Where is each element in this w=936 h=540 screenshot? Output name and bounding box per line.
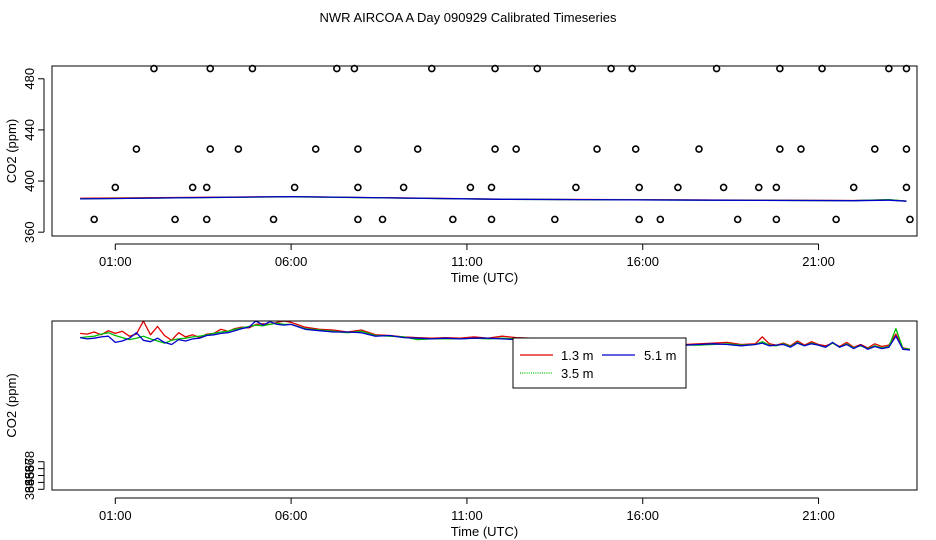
calibration-point <box>90 215 98 224</box>
calibration-point <box>832 215 840 224</box>
calibration-point <box>902 145 911 153</box>
calibration-point <box>512 145 520 153</box>
y-tick-label: 365 <box>22 472 37 494</box>
bottom-x-axis-label: Time (UTC) <box>451 524 518 539</box>
calibration-point <box>269 215 278 224</box>
legend-label-3-5m: 3.5 m <box>561 366 594 381</box>
y-tick-label: 367 <box>22 458 37 480</box>
panel-top: 01:00 06:00 11:00 16:00 21:00 360 400 440 480 T… <box>4 64 918 285</box>
y-tick-label: 480 <box>22 68 37 90</box>
calibration-point <box>635 215 644 224</box>
top-y-axis: 360 400 440 480 <box>22 68 45 243</box>
series-line-5-1-m <box>80 195 907 202</box>
x-tick-label: 21:00 <box>802 254 835 269</box>
calibration-point <box>849 183 858 192</box>
series-line-5-1-m <box>79 320 911 351</box>
x-tick-label: 16:00 <box>626 508 659 523</box>
calibration-point <box>290 183 299 192</box>
calibration-point <box>772 215 781 224</box>
y-tick-label: 368 <box>22 451 37 473</box>
calibration-point <box>487 183 496 192</box>
calibration-point <box>593 145 601 153</box>
bottom-plot-marks <box>79 320 911 351</box>
calibration-point <box>354 183 362 192</box>
x-tick-label: 16:00 <box>626 254 659 269</box>
y-tick-label: 364 <box>22 478 37 500</box>
legend-label-1-3m: 1.3 m <box>561 348 594 363</box>
calibration-point <box>491 145 499 153</box>
y-tick-label: 360 <box>22 221 37 243</box>
calibration-point <box>354 215 362 224</box>
calibration-point <box>449 215 457 224</box>
calibration-point <box>311 145 320 153</box>
x-tick-label: 11:00 <box>451 254 483 269</box>
calibration-point <box>733 215 742 224</box>
calibration-point <box>551 215 559 224</box>
x-tick-label: 06:00 <box>275 254 308 269</box>
bottom-plot-frame <box>51 320 918 491</box>
calibration-point <box>399 183 408 192</box>
calibration-point <box>378 215 387 224</box>
calibration-point <box>202 215 211 224</box>
top-x-axis: 01:00 06:00 11:00 16:00 21:00 <box>99 243 835 269</box>
calibration-point <box>413 145 422 153</box>
calibration-point <box>466 183 475 192</box>
legend-label-5-1m: 5.1 m <box>644 348 677 363</box>
series-line-1-3-m <box>80 320 911 350</box>
x-tick-label: 01:00 <box>99 508 132 523</box>
calibration-point <box>695 145 703 153</box>
top-x-axis-label: Time (UTC) <box>451 270 518 285</box>
calibration-point <box>487 215 496 224</box>
calibration-point <box>797 145 805 153</box>
calibration-point <box>234 145 243 153</box>
calibration-point <box>719 183 728 192</box>
calibration-point <box>354 145 362 153</box>
y-tick-label: 400 <box>22 170 37 192</box>
calibration-point <box>572 183 580 192</box>
calibration-point <box>202 183 211 192</box>
legend: 1.3 m 5.1 m 3.5 m <box>512 337 687 389</box>
panel-bottom: 01:00 06:00 11:00 16:00 21:00 36436536636736… <box>4 320 918 539</box>
bottom-y-axis-label: CO2 (ppm) <box>4 373 19 437</box>
calibration-point <box>674 183 682 192</box>
calibration-point <box>776 145 784 153</box>
x-tick-label: 01:00 <box>99 254 132 269</box>
calibration-point <box>631 145 640 153</box>
chart-title: NWR AIRCOA A Day 090929 Calibrated Times… <box>320 10 617 25</box>
calibration-point <box>656 215 665 224</box>
x-tick-label: 21:00 <box>802 508 835 523</box>
y-tick-label: 440 <box>22 119 37 141</box>
calibration-point <box>171 215 179 224</box>
calibration-point <box>635 183 644 192</box>
calibration-point <box>754 183 763 192</box>
calibration-point <box>902 183 911 192</box>
legend-box <box>512 337 687 389</box>
top-y-axis-label: CO2 (ppm) <box>4 119 19 183</box>
calibration-point <box>188 183 197 192</box>
calibration-point <box>871 145 879 153</box>
x-tick-label: 06:00 <box>275 508 308 523</box>
calibration-point <box>772 183 781 192</box>
calibration-point <box>111 183 120 192</box>
calibration-point <box>206 145 215 153</box>
top-plot-marks <box>80 64 914 224</box>
bottom-x-axis: 01:00 06:00 11:00 16:00 21:00 <box>99 497 835 523</box>
top-plot-frame <box>51 65 918 237</box>
calibration-point <box>906 215 914 224</box>
x-tick-label: 11:00 <box>451 508 483 523</box>
calibration-point <box>132 145 141 153</box>
y-tick-label: 366 <box>22 465 37 487</box>
